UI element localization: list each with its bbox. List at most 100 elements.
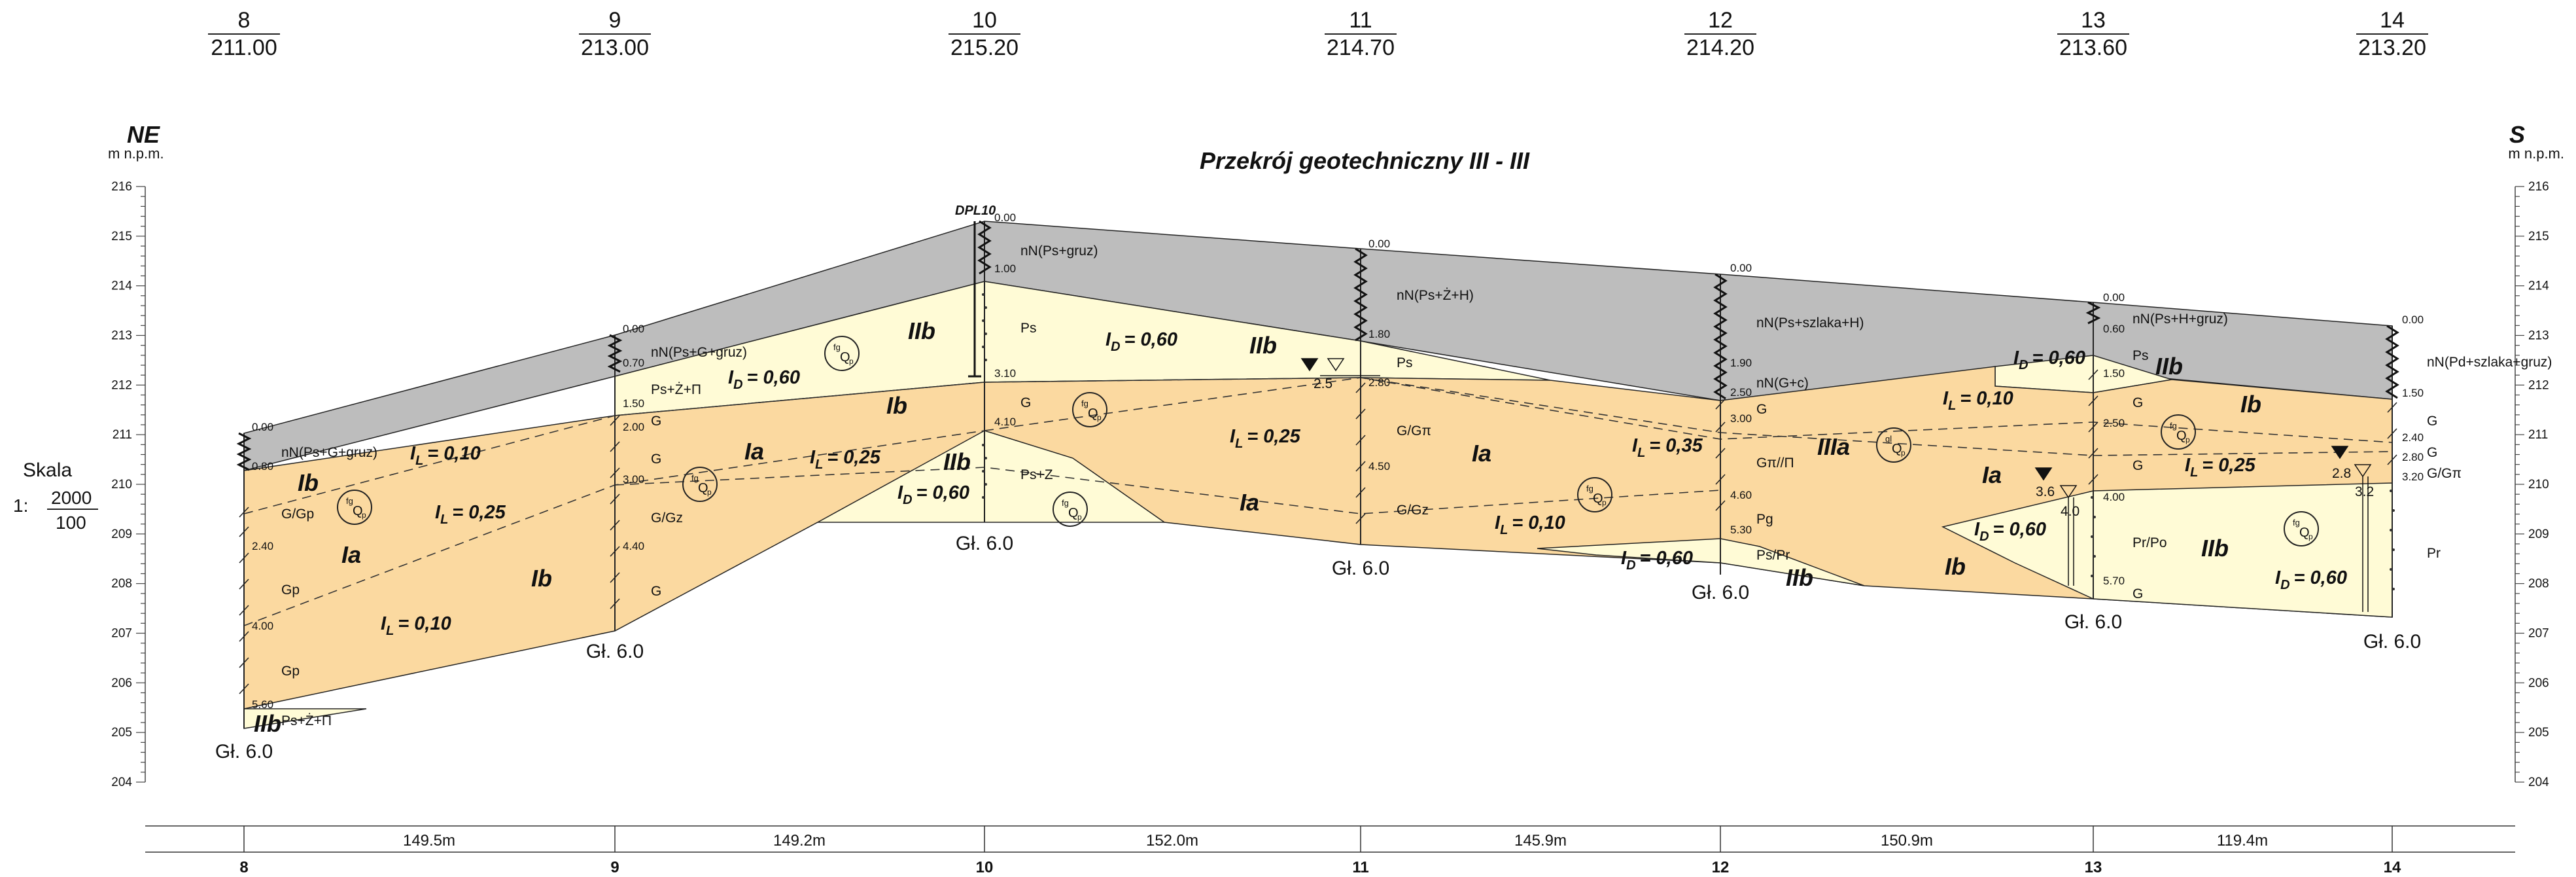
borehole-hatch <box>239 369 2397 694</box>
left-tick-labels: 216 215 214 213 212 211 210 209 208 207 206 205 204 <box>111 180 132 789</box>
borehole-12-elevation: 214.20 <box>1686 35 1754 60</box>
depth-label: 0.00 <box>994 211 1016 224</box>
svg-text:p: p <box>1602 498 1607 507</box>
index-label: ID = 0,60 <box>2013 348 2085 372</box>
svg-text:Q: Q <box>2176 429 2187 443</box>
soil-label: G/Gπ <box>1397 423 1431 438</box>
borehole-11-elevation: 214.70 <box>1327 35 1395 60</box>
axis-tick-label: 211 <box>2528 428 2548 442</box>
axis-unit-right: m n.p.m. <box>2508 145 2564 162</box>
svg-text:p: p <box>849 357 854 366</box>
zone-label: Ib <box>886 392 907 419</box>
borehole-depth: Gł. 6.0 <box>1332 558 1389 579</box>
svg-text:ID= 0,60: ID = 0,60 <box>897 482 969 507</box>
borehole-depth: Gł. 6.0 <box>2363 631 2421 653</box>
soil-label: nN(G+c) <box>1756 376 1809 391</box>
axis-tick-label: 210 <box>111 478 132 492</box>
depth-label: 2.50 <box>1730 386 1752 399</box>
borehole-8-id: 8 <box>238 8 251 33</box>
borehole-id-bottom: 11 <box>1352 859 1368 876</box>
svg-text:p: p <box>2185 435 2190 444</box>
index-label: IL = 0,25 <box>810 447 881 472</box>
svg-text:ID= 0,60: ID = 0,60 <box>1974 519 2046 544</box>
svg-text:Q: Q <box>2299 526 2310 540</box>
soil-label: Ps/Pr <box>1756 548 1790 563</box>
axis-tick-label: 209 <box>2528 528 2549 541</box>
index-label: ID = 0,60 <box>897 482 969 507</box>
soil-label: G <box>2427 414 2437 429</box>
svg-text:IL= 0,25: IL = 0,25 <box>810 447 881 472</box>
svg-text:IL= 0,10: IL = 0,10 <box>410 443 481 468</box>
depth-label: 1.50 <box>623 397 644 410</box>
svg-text:fg: fg <box>1081 399 1088 408</box>
svg-text:Q: Q <box>1068 506 1079 520</box>
axis-tick-label: 206 <box>2528 676 2549 690</box>
zone-label: IIb <box>1786 564 1813 591</box>
water-level-labels: 2.5 3.6 4.0 2.8 3.2 <box>1314 376 2374 519</box>
index-label: ID = 0,60 <box>1621 548 1693 573</box>
axis-tick-label: 213 <box>111 329 132 343</box>
layer-fills <box>243 221 2393 729</box>
soil-label: G <box>2132 586 2143 601</box>
soil-label: G/Gp <box>281 507 314 522</box>
borehole-depth: Gł. 6.0 <box>2064 611 2122 633</box>
sand-dots <box>982 293 2395 590</box>
svg-text:p: p <box>1097 413 1102 422</box>
depth-label: 4.40 <box>623 540 644 552</box>
distance-label: 149.5m <box>403 832 455 850</box>
svg-text:Q: Q <box>1892 442 1902 456</box>
zone-label: Ia <box>1472 440 1491 467</box>
distance-bar <box>145 825 2515 853</box>
axis-tick-label: 212 <box>2528 378 2549 392</box>
index-label: IL = 0,25 <box>2185 455 2256 480</box>
zone-label: IIb <box>908 317 935 344</box>
zone-label: IIb <box>1249 332 1277 359</box>
zone-label: IIb <box>943 448 971 475</box>
soil-label: Ps <box>1020 321 1037 336</box>
made-ground-hatch <box>236 220 2399 471</box>
svg-text:IL= 0,25: IL = 0,25 <box>1230 426 1301 451</box>
soil-label: Ps <box>2132 348 2149 363</box>
depth-label: 0.00 <box>1730 262 1752 274</box>
soil-label: Ps+Ż+Π <box>281 713 332 728</box>
depth-total-labels: Gł. 6.0 Gł. 6.0 Gł. 6.0 Gł. 6.0 Gł. 6.0 … <box>215 533 2421 762</box>
zone-label: Ia <box>744 438 764 465</box>
soil-label: Ps+Z <box>1020 467 1053 482</box>
svg-text:gl: gl <box>1885 434 1892 444</box>
depth-label: 0.80 <box>252 460 273 473</box>
index-label: IL = 0,10 <box>1495 512 1565 537</box>
borehole-13-id: 13 <box>2081 8 2106 33</box>
axis-tick-label: 209 <box>111 528 132 541</box>
depth-label: 1.80 <box>1368 328 1390 340</box>
zone-label: Ia <box>1240 489 1259 516</box>
svg-text:IL= 0,35: IL = 0,35 <box>1632 435 1703 460</box>
soil-label: G <box>1756 402 1767 417</box>
soil-label: G <box>2132 458 2143 473</box>
right-tick-labels: 216 215 214 213 212 211 210 209 208 207 206 205 204 <box>2528 180 2549 789</box>
zone-labels: IIb Ib Ia IIb Ib Ia IIb Ib Ia IIb Ia IIb… <box>254 317 2261 737</box>
soil-label: G <box>651 584 661 599</box>
index-label: IL = 0,10 <box>381 613 451 638</box>
svg-text:Q: Q <box>353 504 363 518</box>
index-label: IL = 0,25 <box>435 502 506 527</box>
borehole-12-id: 12 <box>1708 8 1733 33</box>
index-label: ID = 0,60 <box>2275 567 2347 592</box>
depth-label: 1.50 <box>2103 367 2125 380</box>
borehole-depth: Gł. 6.0 <box>956 533 1013 554</box>
svg-text:fg: fg <box>833 342 841 352</box>
borehole-11-id: 11 <box>1349 8 1372 33</box>
borehole-9-id: 9 <box>609 8 621 33</box>
soil-label: nN(Ps+gruz) <box>1020 243 1098 259</box>
depth-label: 2.00 <box>623 421 644 433</box>
index-label: IL = 0,35 <box>1632 435 1703 460</box>
depth-label: 1.50 <box>2402 387 2424 399</box>
direction-left: NE <box>127 121 160 148</box>
depth-label: 3.10 <box>994 367 1016 380</box>
soil-label: nN(Ps+G+gruz) <box>651 345 747 360</box>
svg-text:fg: fg <box>691 473 699 483</box>
depth-label: 5.70 <box>2103 575 2125 587</box>
svg-text:fg: fg <box>2293 518 2300 528</box>
axis-tick-label: 205 <box>111 726 132 740</box>
axis-tick-label: 216 <box>111 180 132 194</box>
depth-label: 2.40 <box>252 540 273 552</box>
